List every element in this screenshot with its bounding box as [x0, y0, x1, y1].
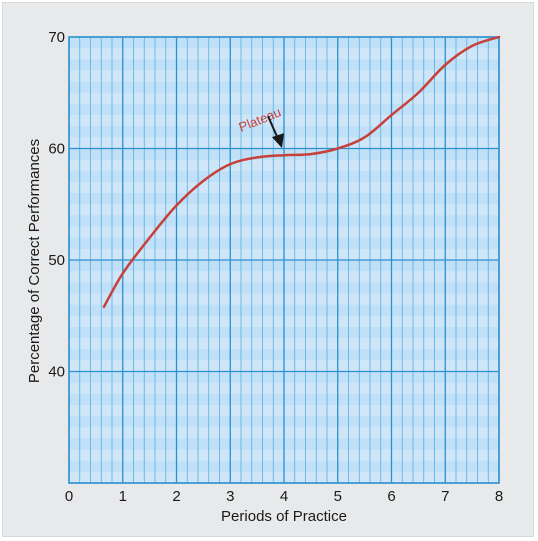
plot-border	[68, 36, 500, 484]
x-tick-label: 3	[226, 488, 234, 505]
y-axis-title: Percentage of Correct Performances	[26, 139, 43, 383]
x-tick-label: 5	[334, 488, 342, 505]
tick-labels: 0 1 2 3 4 5 6 7 8 40 50 60 70	[48, 29, 503, 505]
x-axis-title: Periods of Practice	[221, 508, 347, 525]
y-tick-label: 40	[48, 364, 65, 381]
x-tick-label: 0	[65, 488, 73, 505]
series-layer	[102, 35, 501, 309]
x-tick-label: 4	[280, 488, 288, 505]
x-tick-label: 2	[172, 488, 180, 505]
annotation-arrow-head	[272, 133, 284, 149]
x-tick-label: 1	[119, 488, 127, 505]
grid	[68, 36, 500, 484]
x-tick-label: 7	[441, 488, 449, 505]
x-tick-label: 6	[387, 488, 395, 505]
x-tick-label: 8	[495, 488, 503, 505]
chart-figure: Plateau 0 1 2 3 4 5 6 7 8 40 50 60 70 Periods of Pra…	[2, 2, 534, 537]
y-tick-label: 70	[48, 29, 65, 46]
series-line	[102, 35, 501, 309]
y-tick-label: 60	[48, 141, 65, 158]
y-tick-label: 50	[48, 252, 65, 269]
